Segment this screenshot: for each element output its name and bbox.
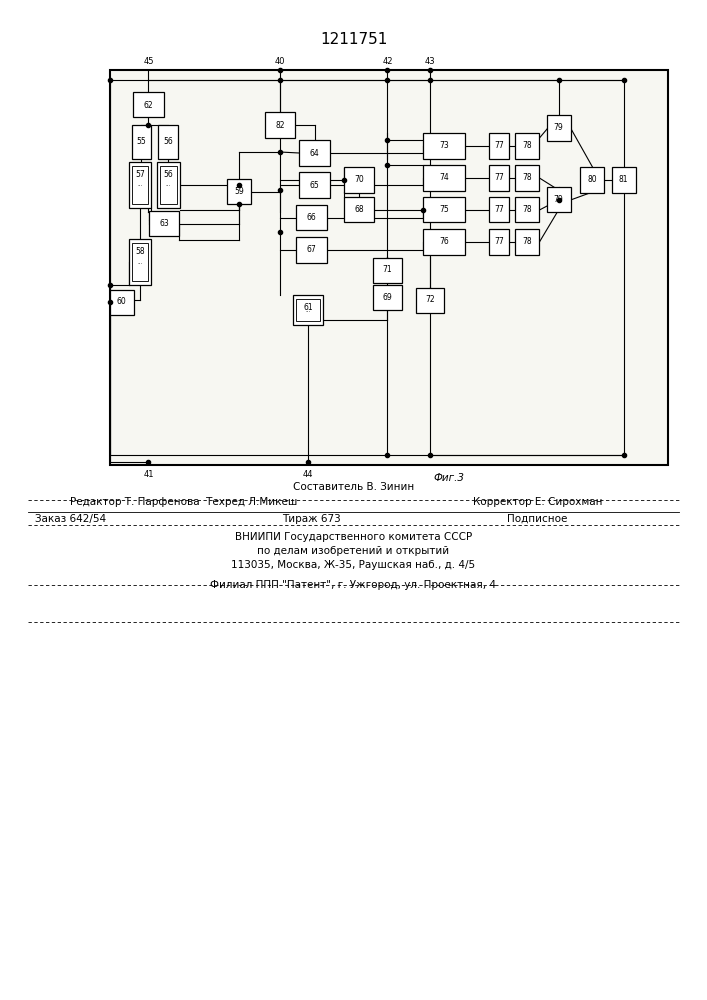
Bar [110, 70, 668, 465]
Text: 56: 56 [163, 170, 173, 179]
Bar [110, 290, 134, 314]
Text: 43: 43 [424, 57, 436, 66]
Bar [515, 165, 539, 190]
Text: 68: 68 [354, 206, 364, 215]
Bar [489, 230, 509, 254]
Text: 76: 76 [439, 237, 449, 246]
Text: 63: 63 [159, 220, 169, 229]
Text: 1211751: 1211751 [320, 32, 387, 47]
Text: 41: 41 [144, 470, 153, 479]
Bar [489, 197, 509, 222]
Text: ...: ... [165, 182, 171, 188]
Bar [489, 165, 509, 190]
Bar [416, 288, 444, 312]
Text: Корректор Е. Сирохман: Корректор Е. Сирохман [472, 497, 602, 507]
Bar [423, 165, 465, 190]
Text: 56: 56 [163, 137, 173, 146]
Text: 44: 44 [303, 470, 313, 479]
Bar [547, 115, 571, 140]
Bar [344, 167, 374, 192]
Text: ...: ... [137, 259, 143, 264]
Text: 45: 45 [144, 57, 153, 66]
Text: Фиг.3: Фиг.3 [433, 473, 464, 483]
Bar [149, 211, 179, 236]
Text: 77: 77 [494, 206, 504, 215]
Bar [227, 179, 251, 204]
Bar [265, 112, 295, 137]
Bar [515, 230, 539, 254]
Text: 62: 62 [144, 101, 153, 109]
Bar [489, 133, 509, 158]
Text: 71: 71 [382, 265, 392, 274]
Bar [296, 299, 320, 321]
Text: 65: 65 [310, 180, 320, 190]
Bar [132, 166, 148, 204]
Bar [132, 125, 151, 159]
Text: 82: 82 [275, 120, 285, 129]
Text: 75: 75 [439, 206, 449, 215]
Text: 81: 81 [619, 176, 629, 184]
Text: 72: 72 [425, 296, 435, 304]
Text: 40: 40 [275, 57, 285, 66]
Text: 61: 61 [303, 303, 313, 312]
Bar [580, 167, 604, 192]
Text: ВНИИПИ Государственного комитета СССР: ВНИИПИ Государственного комитета СССР [235, 532, 472, 542]
Text: 70: 70 [354, 176, 364, 184]
Text: по делам изобретений и открытий: по делам изобретений и открытий [257, 546, 450, 556]
Text: 79: 79 [554, 123, 563, 132]
Bar [299, 172, 330, 198]
Text: 55: 55 [136, 137, 146, 146]
Text: ...: ... [305, 308, 311, 312]
Text: 59: 59 [234, 188, 244, 196]
Bar [344, 197, 374, 222]
Text: 64: 64 [310, 148, 320, 157]
Bar [299, 140, 330, 165]
Text: 78: 78 [522, 174, 532, 182]
Text: 80: 80 [588, 176, 597, 184]
Bar [423, 230, 465, 254]
Bar [157, 162, 180, 208]
Bar [373, 257, 402, 282]
Bar [296, 205, 327, 230]
Bar [515, 197, 539, 222]
Text: 77: 77 [494, 141, 504, 150]
Bar [423, 197, 465, 222]
Bar [515, 133, 539, 158]
Bar [129, 239, 151, 285]
Bar [293, 295, 323, 325]
Text: 79: 79 [554, 196, 563, 205]
Text: 58: 58 [135, 247, 145, 256]
Text: 78: 78 [522, 206, 532, 215]
Text: Заказ 642/54: Заказ 642/54 [35, 514, 106, 524]
Text: 78: 78 [522, 237, 532, 246]
Text: 73: 73 [439, 141, 449, 150]
Text: Редактор Т. Парфенова  Техред Л.Микеш: Редактор Т. Парфенова Техред Л.Микеш [70, 497, 298, 507]
Bar [547, 187, 571, 212]
Text: Филиал ППП "Патент", г. Ужгород, ул. Проектная, 4: Филиал ППП "Патент", г. Ужгород, ул. Про… [211, 580, 496, 590]
Bar [423, 133, 465, 158]
Bar [132, 243, 148, 281]
Text: 74: 74 [439, 174, 449, 182]
Text: 60: 60 [117, 298, 127, 306]
Bar [129, 162, 151, 208]
Text: ...: ... [137, 182, 143, 188]
Text: 67: 67 [306, 245, 316, 254]
Text: 69: 69 [382, 292, 392, 302]
Text: 77: 77 [494, 174, 504, 182]
Text: 57: 57 [135, 170, 145, 179]
Text: 66: 66 [306, 214, 316, 223]
Text: Тираж 673: Тираж 673 [281, 514, 341, 524]
Text: Подписное: Подписное [507, 514, 568, 524]
Text: 78: 78 [522, 141, 532, 150]
Text: 77: 77 [494, 237, 504, 246]
Bar [133, 92, 164, 117]
Bar [373, 284, 402, 310]
Text: 42: 42 [382, 57, 392, 66]
Text: 113035, Москва, Ж-35, Раушская наб., д. 4/5: 113035, Москва, Ж-35, Раушская наб., д. … [231, 560, 476, 570]
Bar [612, 167, 636, 192]
Text: Составитель В. Зинин: Составитель В. Зинин [293, 482, 414, 492]
Bar [160, 166, 177, 204]
Bar [158, 125, 178, 159]
Bar [296, 237, 327, 262]
